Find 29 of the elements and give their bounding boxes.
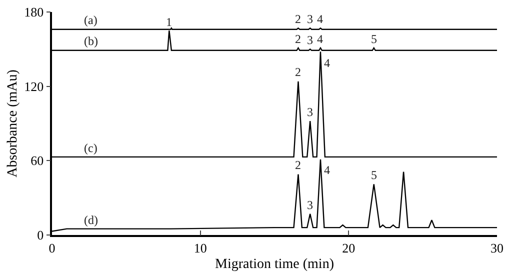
annotation: 2 [295,65,301,79]
y-tick-label: 0 [37,228,44,243]
annotation: 2 [295,158,301,172]
annotation: (d) [84,213,98,227]
y-tick-label: 60 [30,153,44,168]
x-axis-title: Migration time (min) [215,257,334,272]
annotation: 4 [317,12,323,26]
annotation: 3 [307,198,313,212]
annotation: (b) [84,34,98,48]
annotation: (c) [84,141,98,155]
annotation: 3 [307,12,313,26]
x-tick-label: 20 [342,240,356,256]
annotation: 4 [324,163,330,177]
annotation: 3 [307,33,313,47]
x-tick-label: 0 [48,240,56,256]
y-tick-label: 120 [24,78,44,94]
annotation: 5 [371,168,377,182]
y-axis-title: Absorbance (mAu) [5,69,20,178]
y-tick-label: 180 [24,4,44,20]
annotation: (a) [84,13,98,27]
annotation: 4 [317,32,323,46]
annotation: 4 [324,56,330,70]
annotation: 2 [295,32,301,46]
x-tick-label: 30 [490,240,504,256]
annotation: 1 [166,15,172,29]
x-tick-label: 10 [194,240,207,256]
annotation: 3 [307,105,313,119]
annotation: 2 [295,12,301,26]
annotation: 5 [371,32,377,46]
